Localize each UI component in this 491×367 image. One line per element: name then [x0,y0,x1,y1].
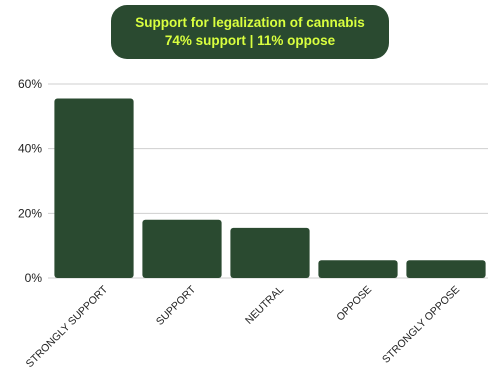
chart-title: Support for legalization of cannabis [135,15,365,30]
y-tick-label: 0% [25,271,43,285]
chart-title-box: Support for legalization of cannabis 74%… [111,5,389,59]
x-category-label: SUPPORT [154,283,199,328]
bar [318,260,398,278]
x-category-label: STRONGLY OPPOSE [380,284,462,366]
x-category-label: STRONGLY SUPPORT [24,283,111,367]
bar [230,227,310,278]
bar [54,98,134,278]
x-category-label: NEUTRAL [243,284,286,327]
y-tick-label: 40% [18,142,42,156]
y-tick-label: 20% [18,206,42,220]
bar [406,260,486,278]
chart-subtitle: 74% support | 11% oppose [164,33,336,48]
y-tick-label: 60% [18,77,42,91]
bar [142,219,222,278]
x-category-label: OPPOSE [334,284,374,324]
